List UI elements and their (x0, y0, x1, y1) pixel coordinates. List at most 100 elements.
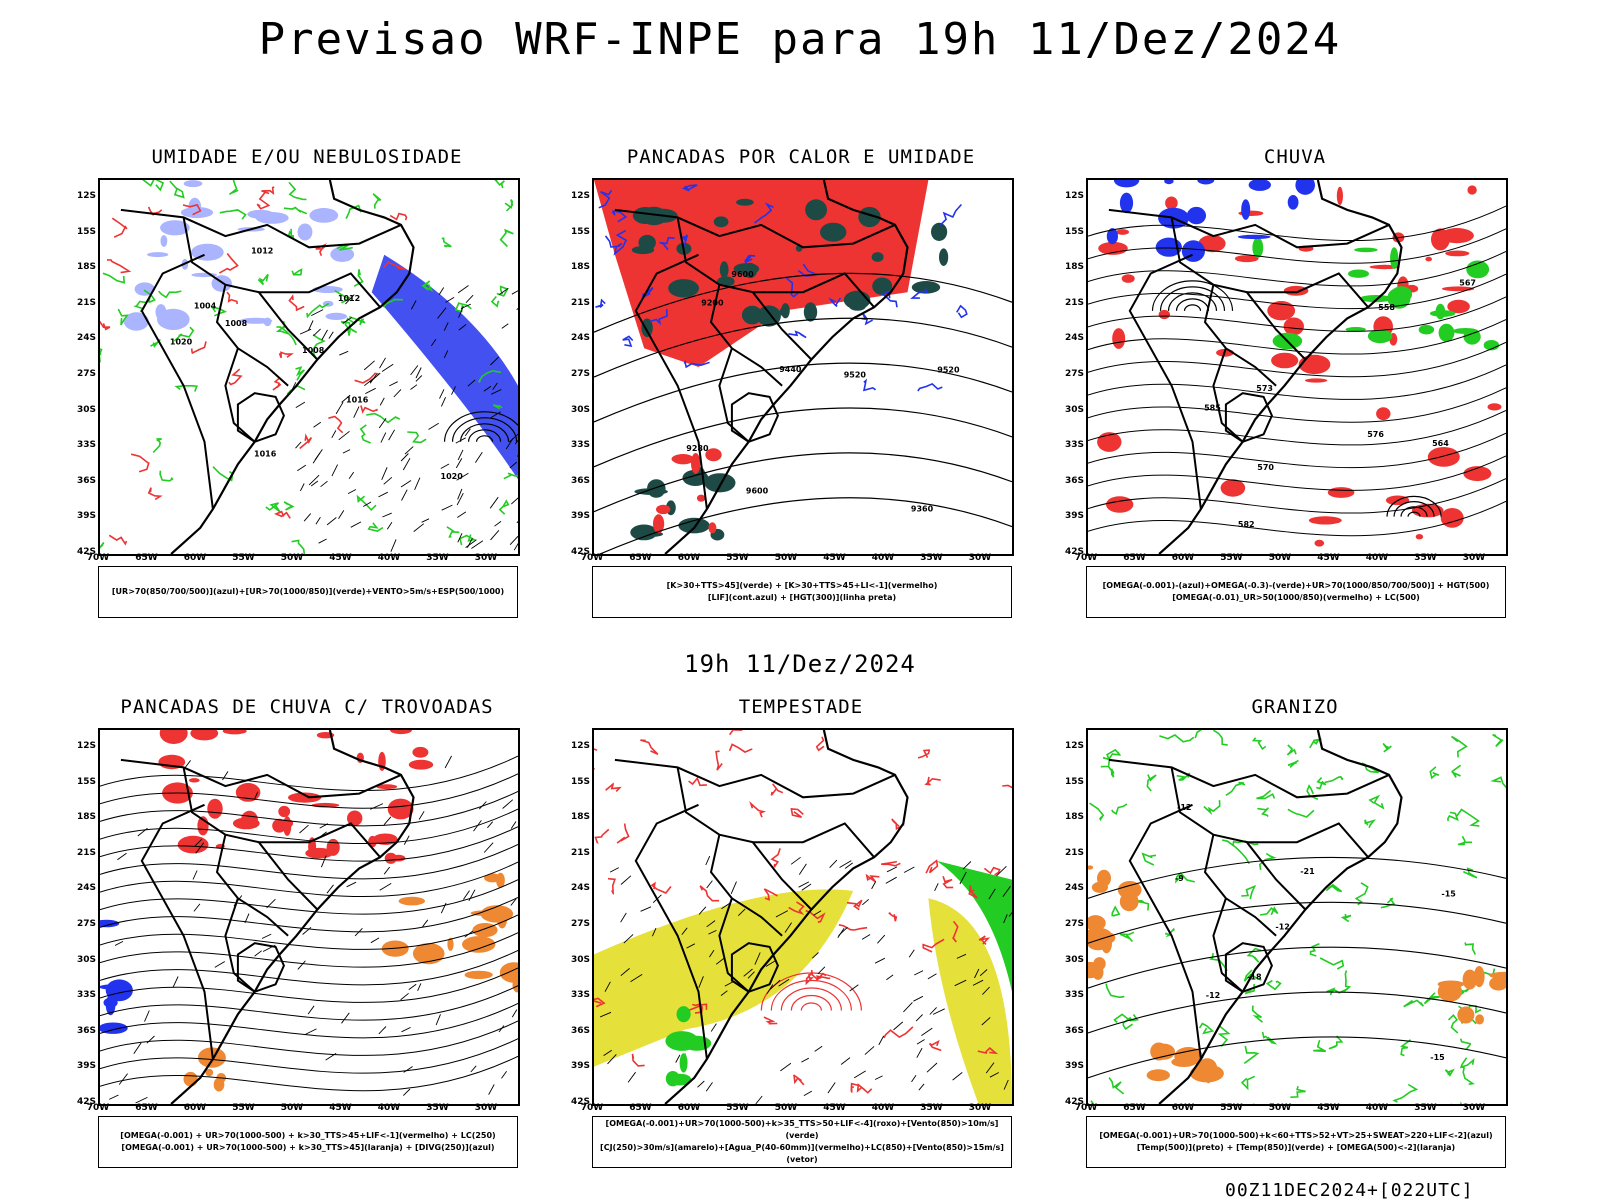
wind-vector (875, 1076, 883, 1080)
uruguay-outline (1226, 393, 1272, 442)
instability-area (931, 223, 947, 241)
rain-area (1416, 534, 1423, 539)
wind-vector (379, 492, 388, 497)
wind-vector (446, 297, 455, 302)
y-tick-label: 21S (1058, 848, 1084, 858)
wind-vector (297, 465, 306, 471)
streamline-850 (781, 988, 841, 1011)
y-tick-label: 33S (564, 990, 590, 1000)
map-tempestade (592, 728, 1014, 1106)
omega-500-area (1092, 882, 1108, 893)
wind-vector (414, 524, 424, 532)
legend-umidade: [UR>70(850/700/500)](azul)+[UR>70(1000/8… (98, 566, 518, 618)
temperature-850-contour (1263, 1032, 1275, 1043)
precipitable-water-contour (1002, 784, 1012, 790)
lifted-index-contour (864, 381, 876, 391)
x-tick-label: 30W (965, 553, 995, 563)
wind-vector (610, 868, 619, 873)
y-tick-label: 18S (70, 812, 96, 822)
wind-vector (402, 490, 408, 501)
wind-vector (510, 536, 518, 545)
rain-area (1337, 187, 1343, 205)
wind-vector (475, 452, 482, 462)
temperature-850-contour (1365, 820, 1374, 828)
streamline-arrow (342, 1013, 350, 1024)
streamline-arrow (255, 951, 262, 956)
y-tick-label: 27S (70, 919, 96, 929)
heavy-rain-area (1390, 247, 1398, 269)
divergence-area (104, 998, 118, 1008)
instability-area (639, 235, 656, 250)
wind-vector (919, 1084, 924, 1090)
wind-vector (442, 505, 453, 510)
wind-vector (894, 1022, 903, 1030)
low-level-humidity-contour (442, 238, 452, 246)
wind-vector (953, 1072, 963, 1080)
wind-area (677, 1006, 691, 1022)
x-tick-label: 50W (771, 1103, 801, 1113)
x-tick-label: 50W (1265, 553, 1295, 563)
wind-vector (387, 522, 392, 529)
panel-title-umidade: UMIDADE E/OU NEBULOSIDADE (98, 146, 516, 168)
precipitable-water-contour (858, 1085, 872, 1093)
low-level-humidity-contour (501, 230, 514, 246)
y-tick-label: 30S (70, 405, 96, 415)
temperature-850-contour (1106, 984, 1124, 998)
wind-vector (917, 1040, 925, 1045)
precipitable-water-contour (716, 751, 722, 770)
wind-vector (429, 423, 439, 429)
wind-vector (830, 860, 837, 868)
heavy-rain-area (1430, 310, 1456, 317)
x-tick-label: 40W (1362, 1103, 1392, 1113)
wind-vector (403, 458, 410, 470)
x-tick-label: 70W (577, 1103, 607, 1113)
instability-area (720, 261, 729, 278)
x-tick-label: 35W (423, 1103, 453, 1113)
y-tick-label: 36S (70, 1026, 96, 1036)
streamline-arrow (300, 825, 309, 833)
thickness-contour (257, 192, 269, 209)
wind-vector (457, 512, 466, 518)
x-tick-label: 65W (132, 553, 162, 563)
wind-vector (791, 857, 801, 864)
legend-line: [OMEGA(-0.001) + UR>70(1000-500) + k>30_… (99, 1130, 517, 1142)
wind-vector (698, 1081, 705, 1087)
contour-label: 1004 (194, 301, 217, 310)
lifted-index-contour (957, 306, 967, 317)
x-tick-label: 30W (471, 1103, 501, 1113)
legend-line: [OMEGA(-0.001)+UR>70(1000-500)+k<60+TTS>… (1087, 1130, 1505, 1142)
wind-vector (872, 882, 876, 889)
lifted-index-contour (596, 300, 606, 307)
omega-500-area (1475, 1014, 1484, 1024)
country-border (1130, 805, 1201, 1059)
omega-500-area (1147, 1069, 1170, 1081)
streamline-arrow (371, 938, 379, 943)
map-granizo: -12-9-12-15-18-21-15-12 (1086, 728, 1508, 1106)
omega-area (1238, 235, 1271, 239)
legend-line: [UR>70(850/700/500)](azul)+[UR>70(1000/8… (99, 586, 517, 598)
uruguay-outline (238, 393, 284, 442)
temperature-850-contour (1313, 1040, 1326, 1051)
wind-vector (380, 398, 384, 406)
instability-area (820, 223, 846, 242)
x-tick-label: 35W (423, 553, 453, 563)
y-tick-label: 24S (1058, 333, 1084, 343)
temperature-850-contour (1112, 907, 1119, 916)
y-tick-label: 12S (70, 191, 96, 201)
low-level-humidity-contour (284, 208, 307, 214)
x-tick-label: 45W (820, 553, 850, 563)
temperature-850-contour (1311, 944, 1320, 956)
wind-vector (756, 1096, 762, 1104)
streamline-arrow (401, 993, 409, 1000)
geopotential-height-contour (594, 408, 1012, 467)
omega-500-area (1088, 865, 1093, 869)
streamline-arrow (441, 903, 446, 913)
thunderstorm-area (305, 848, 333, 859)
thickness-contour (227, 292, 237, 304)
temperature-850-contour (1290, 1086, 1305, 1097)
wind-vector (339, 351, 348, 355)
wind-vector (351, 522, 361, 527)
wind-vector (711, 1024, 716, 1032)
legend-line: [K>30+TTS>45](verde) + [K>30+TTS>45+LI<-… (593, 580, 1011, 592)
y-tick-label: 30S (564, 405, 590, 415)
